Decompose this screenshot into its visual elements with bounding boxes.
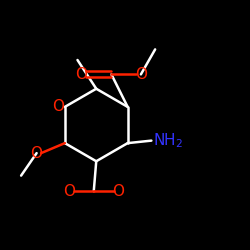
Text: NH$_2$: NH$_2$ [153, 131, 183, 150]
Text: O: O [112, 184, 124, 199]
Text: O: O [63, 184, 75, 199]
Text: O: O [135, 67, 147, 82]
Text: O: O [52, 99, 64, 114]
Text: O: O [30, 146, 42, 161]
Text: O: O [75, 67, 87, 82]
